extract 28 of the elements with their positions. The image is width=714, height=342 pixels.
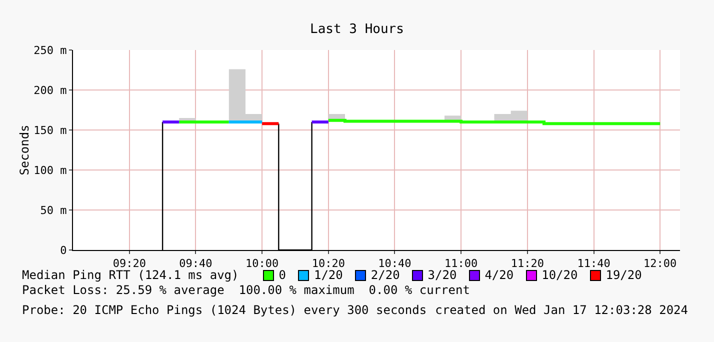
text: Packet Loss: 25.59 % average 100.00 % maximum 0.00 % current: [22, 283, 470, 298]
legend-label: 4/20: [484, 268, 514, 283]
x-tick-label: 10:00: [246, 257, 279, 270]
x-tick-label: 09:40: [179, 257, 212, 270]
y-tick-label: 250 m: [34, 44, 68, 57]
text: Probe: 20 ICMP Echo Pings (1024 Bytes) every 300 seconds: [22, 303, 427, 318]
y-tick-label: 0: [60, 244, 67, 257]
chart-title: Last 3 Hours: [310, 22, 404, 38]
x-tick-label: 10:40: [378, 257, 412, 270]
legend-label: 10/20: [542, 268, 578, 283]
y-tick-label: 150 m: [34, 124, 68, 137]
legend-title: Median Ping RTT (124.1 ms avg): [22, 268, 239, 283]
x-tick-label: 11:20: [510, 257, 544, 270]
y-axis-title: Seconds: [18, 124, 32, 176]
legend-label: 1/20: [314, 268, 343, 283]
x-tick-label: 11:40: [577, 257, 610, 270]
x-tick-label: 10:20: [312, 257, 345, 270]
x-tick-label: 11:00: [444, 257, 478, 270]
legend-label: 0: [278, 268, 286, 283]
text: created on Wed Jan 17 12:03:28 2024: [435, 303, 688, 318]
x-tick-label: 12:00: [644, 257, 677, 270]
legend-label: 2/20: [370, 268, 400, 283]
y-tick-label: 100 m: [34, 164, 68, 177]
x-tick-label: 09:20: [112, 257, 146, 270]
legend-label: 19/20: [606, 268, 642, 283]
y-tick-label: 50 m: [40, 204, 68, 217]
legend-label: 3/20: [428, 268, 457, 283]
y-tick-label: 200 m: [34, 84, 68, 97]
